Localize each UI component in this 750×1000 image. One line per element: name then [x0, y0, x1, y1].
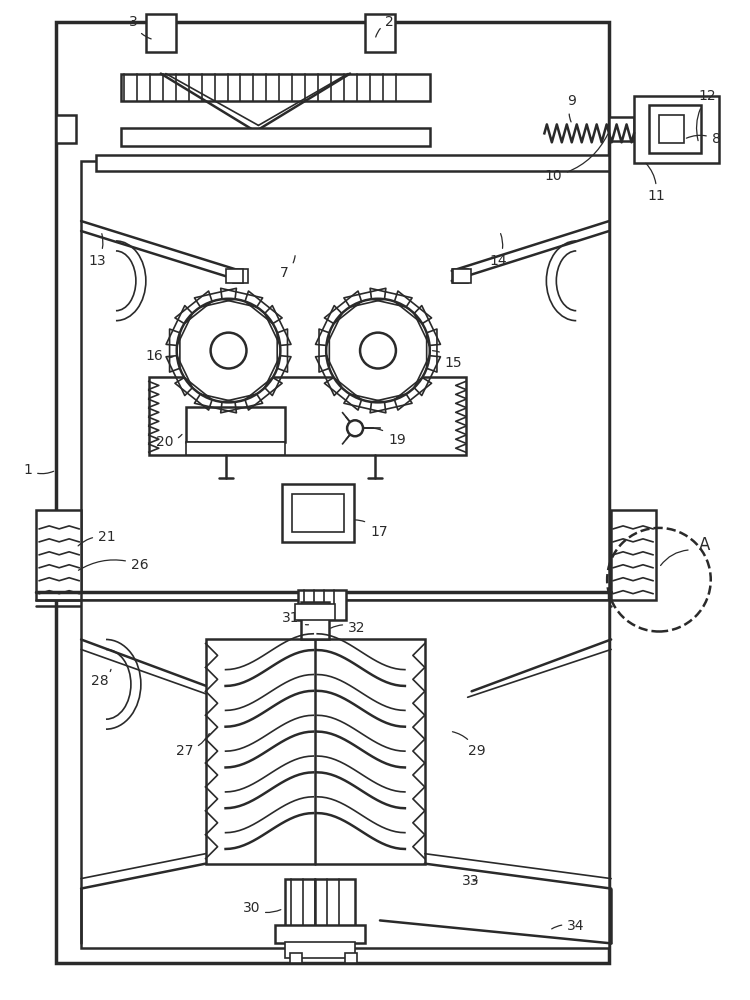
Text: 16: 16 — [146, 349, 173, 363]
Text: 8: 8 — [686, 132, 721, 146]
Bar — [226, 269, 244, 283]
Bar — [292, 494, 344, 532]
Bar — [56, 22, 609, 963]
Bar — [206, 639, 424, 864]
Text: 2: 2 — [376, 15, 394, 37]
Bar — [649, 105, 700, 153]
Text: 29: 29 — [452, 732, 485, 758]
Text: 11: 11 — [646, 163, 664, 203]
Circle shape — [211, 333, 247, 368]
Bar — [146, 14, 176, 52]
Bar — [148, 377, 466, 455]
Text: 20: 20 — [156, 434, 182, 449]
Bar — [285, 942, 355, 958]
Bar — [186, 407, 285, 442]
Text: 12: 12 — [697, 90, 716, 141]
Bar — [298, 590, 346, 620]
Bar — [659, 115, 684, 143]
Bar — [634, 96, 718, 163]
Text: 1: 1 — [23, 463, 54, 477]
Text: A: A — [699, 536, 710, 554]
Bar — [81, 161, 609, 592]
Bar — [282, 484, 354, 542]
Bar — [186, 442, 285, 455]
Bar — [365, 14, 395, 52]
Bar — [452, 269, 468, 283]
Bar — [609, 117, 634, 141]
Text: 3: 3 — [129, 15, 152, 39]
Text: 33: 33 — [462, 874, 479, 888]
Bar — [275, 925, 365, 943]
Text: 7: 7 — [280, 256, 295, 280]
Text: 30: 30 — [242, 901, 280, 915]
Text: 14: 14 — [490, 234, 507, 268]
Text: 26: 26 — [79, 558, 148, 572]
Bar — [96, 155, 609, 171]
Bar — [56, 115, 76, 143]
Bar — [81, 600, 609, 948]
Text: 15: 15 — [433, 351, 462, 370]
Text: 21: 21 — [78, 530, 116, 546]
Bar — [121, 128, 430, 146]
Text: 10: 10 — [544, 134, 608, 183]
Circle shape — [326, 299, 430, 402]
Bar — [290, 953, 302, 963]
Bar — [36, 510, 81, 600]
Text: 31: 31 — [282, 611, 308, 625]
Bar — [453, 269, 471, 283]
Text: 9: 9 — [567, 94, 576, 122]
Text: 28: 28 — [91, 669, 111, 688]
Bar — [302, 602, 329, 639]
Bar — [296, 604, 335, 620]
Text: 27: 27 — [176, 734, 209, 758]
Text: 34: 34 — [552, 919, 585, 933]
Bar — [611, 510, 656, 600]
Text: 13: 13 — [88, 234, 106, 268]
Text: 19: 19 — [364, 428, 406, 447]
Text: 17: 17 — [355, 520, 388, 539]
Bar — [232, 269, 248, 283]
Bar — [285, 879, 355, 928]
Text: 32: 32 — [331, 621, 365, 635]
Circle shape — [177, 299, 280, 402]
Circle shape — [347, 420, 363, 436]
Circle shape — [360, 333, 396, 368]
Bar — [345, 953, 357, 963]
Bar — [121, 74, 430, 101]
